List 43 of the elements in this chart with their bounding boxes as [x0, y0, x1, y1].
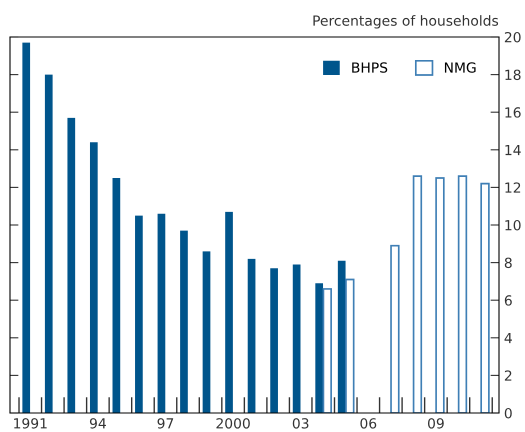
bar	[412, 175, 422, 413]
bar	[248, 258, 256, 413]
bar	[292, 264, 300, 413]
bar	[480, 182, 490, 413]
bar	[158, 214, 166, 413]
bar	[135, 216, 143, 413]
x-tick-label: 1991	[14, 418, 47, 429]
x-tick-label: 94	[90, 418, 106, 429]
bar	[225, 212, 233, 413]
y-tick-label: 10	[505, 220, 521, 230]
bar	[67, 118, 76, 413]
x-tick-label: 03	[292, 418, 308, 429]
y-axis-title: Percentages of households	[313, 15, 498, 29]
y-tick-label: 0	[504, 408, 512, 418]
bar	[345, 278, 355, 413]
bar	[44, 74, 53, 413]
bar	[270, 268, 278, 413]
y-tick-label: 20	[504, 32, 521, 42]
x-tick-label: 09	[428, 418, 444, 429]
x-tick-label: 06	[360, 418, 376, 429]
x-tick-label: 97	[158, 418, 174, 429]
bar	[338, 260, 346, 413]
legend-label: NMG	[444, 62, 476, 73]
y-tick-label: 18	[505, 70, 521, 80]
bar	[22, 42, 30, 413]
bar	[180, 230, 188, 413]
bar	[322, 288, 332, 413]
y-tick-label: 4	[504, 332, 512, 344]
bar	[435, 177, 445, 413]
bar	[458, 175, 468, 413]
y-tick-label: 8	[504, 258, 512, 268]
y-tick-label: 14	[505, 144, 521, 156]
bar	[112, 178, 120, 413]
bar	[202, 251, 210, 413]
bar	[90, 142, 98, 413]
bar	[315, 283, 324, 413]
x-tick-label: 2000	[216, 418, 250, 429]
y-tick-label: 16	[505, 107, 521, 118]
legend-label: BHPS	[352, 62, 388, 73]
bar	[390, 244, 400, 413]
y-tick-label: 6	[504, 295, 512, 306]
y-tick-label: 12	[505, 182, 520, 193]
y-tick-label: 2	[504, 370, 512, 381]
